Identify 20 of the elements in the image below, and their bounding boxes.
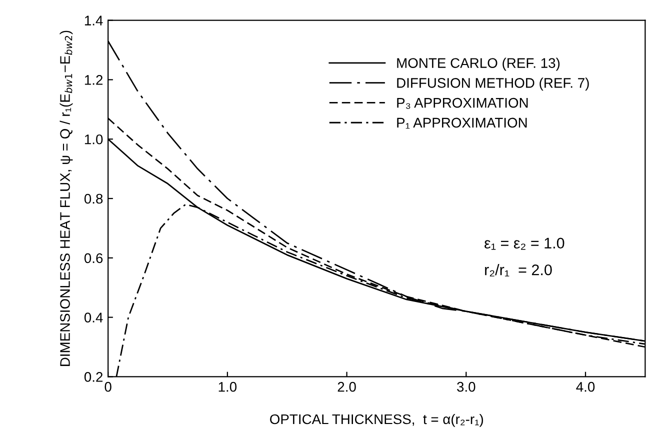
x-tick-label: 0 [104,382,112,392]
legend-label: MONTE CARLO (REF. 13) [397,58,560,71]
annotation: ε₁ = ε₂ = 1.0 [484,238,564,250]
y-tick-label: 1.4 [84,16,103,26]
legend-label: P₃ APPROXIMATION [397,98,528,109]
y-tick-label: 0.6 [84,253,103,264]
y-tick-label: 0.8 [84,194,103,204]
x-tick-label: 2.0 [338,382,356,392]
y-tick-label: 1.0 [84,134,103,144]
x-tick-label: 3.0 [457,382,476,392]
x-tick-label: 1.0 [218,382,237,392]
legend-label: P₁ APPROXIMATION [397,118,527,129]
y-axis-title: DIMENSIONLESS HEAT FLUX, ψ = Q / r₁(E$_{bw1}$−E$_{bw2}$) [60,30,73,366]
legend-label: DIFFUSION METHOD (REF. 7) [397,78,589,91]
y-tick-label: 0.4 [84,312,103,322]
y-tick-label: 1.2 [84,75,103,85]
x-axis-title: OPTICAL THICKNESS, t = α(r₂-r₁) [270,414,484,427]
x-tick-label: 4.0 [576,382,595,392]
y-tick-label: 0.2 [84,372,103,382]
annotation: r₂/r₁ = 2.0 [485,264,552,276]
